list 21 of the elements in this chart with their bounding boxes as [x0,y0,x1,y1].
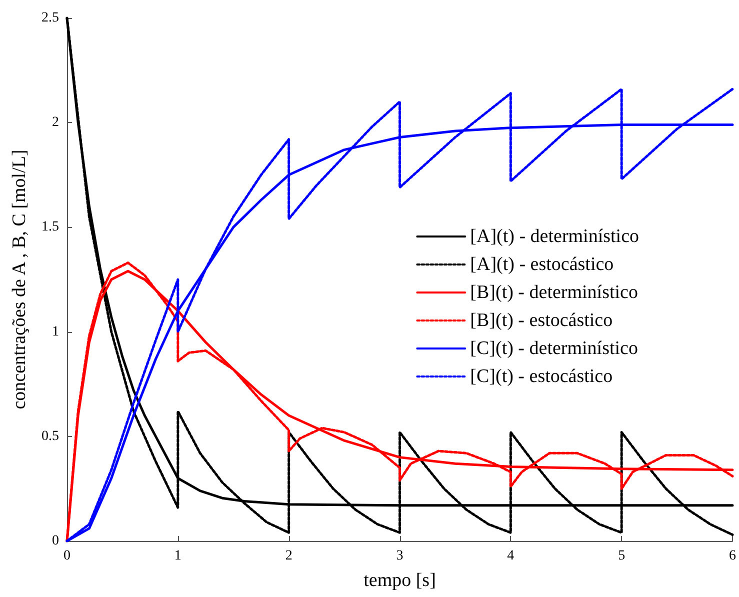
x-tick-label: 1 [174,548,182,564]
x-tick-label: 5 [618,548,626,564]
legend-label: [C](t) - determinístico [470,338,638,359]
x-tick-label: 2 [285,548,292,564]
y-tick-label: 0 [52,534,59,548]
x-axis-title: tempo [s] [364,570,436,591]
legend-label: [B](t) - determinístico [470,282,638,303]
x-tick-label: 6 [729,548,736,564]
y-axis-title: concentrações de A , B, C [mol/L] [9,150,30,410]
legend-label: [C](t) - estocástico [470,366,613,387]
x-tick-label: 3 [396,548,404,564]
y-tick-label: 0.5 [42,428,59,444]
y-tick-label: 2 [52,115,59,130]
legend-label: [A](t) - determinístico [470,226,640,247]
legend-label: [A](t) - estocástico [470,254,614,275]
y-tick-label: 1 [52,324,59,340]
y-tick-label: 2.5 [42,10,59,26]
x-tick-label: 4 [507,548,514,564]
legend-label: [B](t) - estocástico [470,310,613,331]
x-tick-label: 0 [64,548,70,564]
y-tick-label: 1.5 [42,220,59,235]
